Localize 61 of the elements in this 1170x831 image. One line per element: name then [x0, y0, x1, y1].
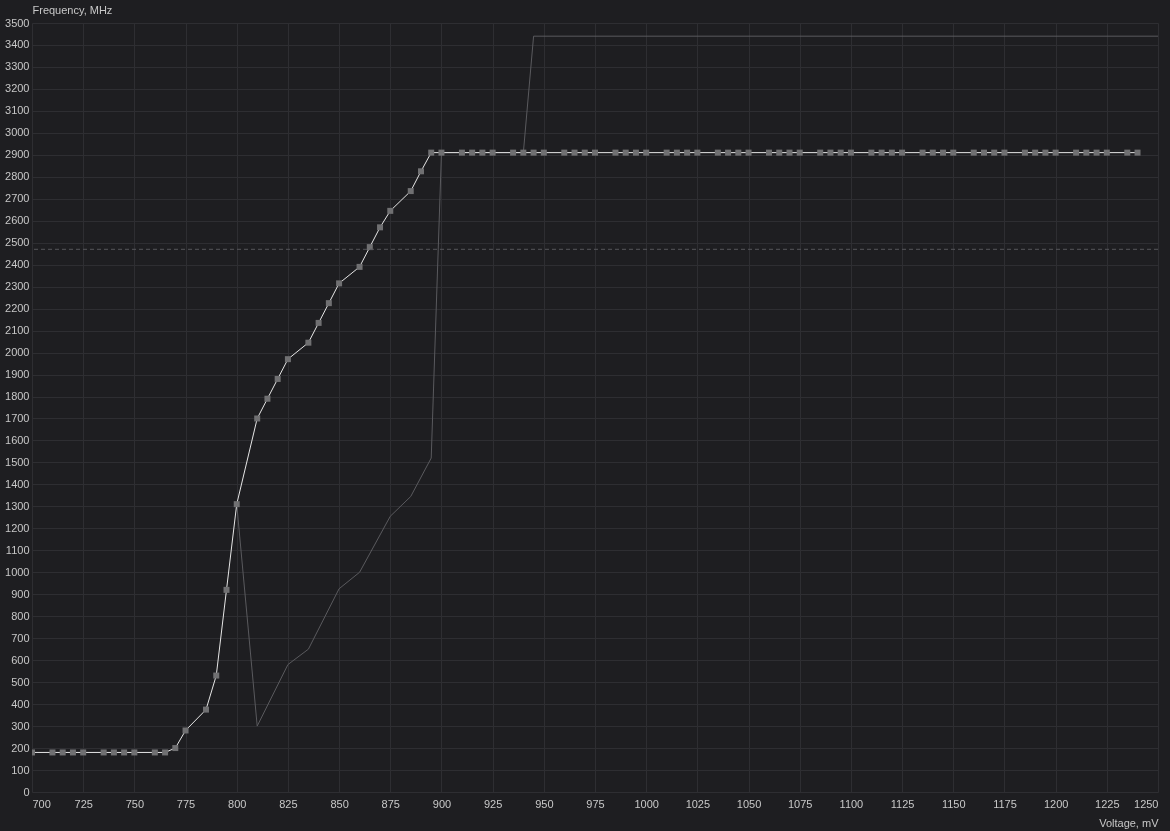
y-tick-label: 500	[11, 675, 30, 688]
x-tick-label: 1000	[634, 797, 659, 810]
y-tick-label: 3300	[5, 60, 30, 73]
x-tick-label: 1125	[890, 797, 915, 810]
x-tick-label: 875	[381, 797, 400, 810]
x-tick-label: 1050	[736, 797, 762, 810]
x-tick-label: 1150	[941, 797, 966, 810]
y-tick-label: 0	[23, 785, 30, 798]
x-tick-label: 725	[74, 797, 93, 810]
y-tick-label: 900	[11, 587, 30, 600]
y-tick-label: 2800	[5, 170, 30, 183]
x-tick-label: 800	[228, 797, 247, 810]
y-tick-label: 2300	[5, 280, 30, 293]
y-tick-label: 3100	[5, 104, 30, 117]
y-tick-label: 1600	[5, 433, 30, 446]
y-tick-label: 2400	[5, 258, 30, 271]
y-tick-label: 3500	[5, 16, 30, 29]
y-tick-label: 1500	[5, 455, 30, 468]
y-tick-label: 400	[11, 697, 30, 710]
x-tick-label: 1200	[1043, 797, 1069, 810]
y-tick-label: 200	[11, 741, 30, 754]
x-tick-label: 1075	[787, 797, 813, 810]
y-tick-label: 3000	[5, 126, 30, 139]
x-tick-label: 1175	[993, 797, 1017, 810]
x-tick-label: 1250	[1134, 797, 1159, 810]
y-tick-label: 1800	[5, 390, 30, 403]
x-tick-label: 850	[330, 797, 349, 810]
x-tick-label: 825	[279, 797, 298, 810]
y-axis-title: Frequency, MHz	[32, 3, 113, 16]
x-tick-label: 700	[32, 797, 51, 810]
x-tick-label: 950	[535, 797, 554, 810]
y-tick-label: 2900	[5, 148, 30, 161]
y-tick-label: 300	[11, 719, 30, 732]
y-tick-label: 1900	[5, 368, 30, 381]
y-tick-label: 1100	[5, 543, 30, 556]
y-tick-label: 1400	[5, 477, 30, 490]
y-tick-label: 1200	[5, 521, 30, 534]
x-tick-label: 1225	[1095, 797, 1120, 810]
y-tick-label: 1700	[5, 411, 30, 424]
y-tick-label: 2100	[5, 324, 30, 337]
y-tick-label: 2200	[5, 302, 30, 315]
x-tick-label: 900	[432, 797, 452, 810]
y-tick-label: 600	[11, 653, 30, 666]
x-tick-label: 975	[586, 797, 605, 810]
y-tick-label: 2000	[5, 346, 30, 359]
x-tick-label: 1100	[839, 797, 864, 810]
y-tick-label: 1300	[5, 499, 30, 512]
y-tick-label: 3400	[5, 38, 30, 51]
y-tick-label: 2600	[5, 214, 30, 227]
y-tick-label: 700	[11, 631, 30, 644]
x-tick-label: 1025	[685, 797, 711, 810]
y-tick-label: 800	[11, 609, 30, 622]
x-axis-title: Voltage, mV	[1099, 816, 1160, 829]
y-tick-label: 2700	[5, 192, 30, 205]
y-tick-label: 1000	[5, 565, 30, 578]
x-tick-label: 750	[125, 797, 145, 810]
y-tick-label: 3200	[5, 82, 30, 95]
x-tick-label: 925	[483, 797, 503, 810]
y-tick-label: 2500	[5, 236, 30, 249]
x-tick-label: 775	[176, 797, 196, 810]
y-tick-label: 100	[11, 763, 30, 776]
